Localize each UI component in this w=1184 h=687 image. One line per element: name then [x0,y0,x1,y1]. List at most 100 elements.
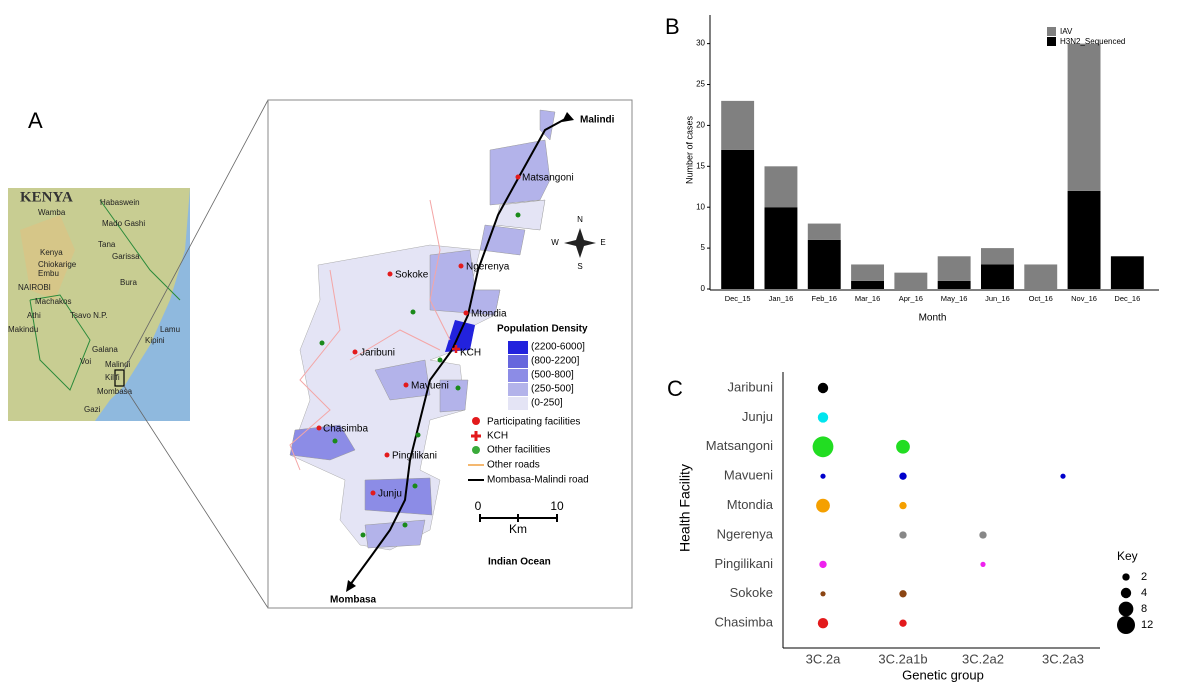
legend-item: KCH [487,431,508,442]
key-label: 4 [1141,587,1147,599]
place: Junju [378,489,402,500]
bubble [896,440,910,454]
legend-item: Other roads [487,460,540,471]
key-label: 8 [1141,603,1147,615]
place: Matsangoni [522,173,574,184]
x-tick-label: Nov_16 [1071,294,1097,303]
place: Mavueni [411,381,449,392]
legend-swatch [1047,27,1056,36]
bar-segment [851,264,884,280]
legend-swatch [1047,37,1056,46]
bubble [899,531,906,538]
legend-label: IAV [1060,27,1073,36]
bar-segment [764,207,797,289]
inset-place: Makindu [8,325,38,334]
key-title: Key [1117,549,1138,563]
legend-title: Population Density [497,324,588,335]
inset-place: Lamu [160,325,180,334]
bubble [818,383,828,393]
place: Chasimba [323,424,368,435]
inset-place: Mado Gashi [102,219,145,228]
scale-label: 0 [475,499,482,513]
bubble [813,436,834,457]
y-tick-label: 30 [696,39,705,48]
inset-place: NAIROBI [18,283,51,292]
place: KCH [460,348,481,359]
x-tick-label: May_16 [941,294,968,303]
inset-place: Voi [80,357,91,366]
y-tick-label: Mtondia [727,497,774,512]
inset-place: Chiokarige [38,260,77,269]
inset-place: Habaswein [100,198,140,207]
main-map [268,100,632,608]
key-bubble [1122,573,1129,580]
bubble [899,502,906,509]
inset-place: Wamba [38,208,66,217]
inset-place: Galana [92,345,118,354]
scale-label: 10 [550,499,564,513]
place: Pingilikani [392,451,437,462]
place: Jaribuni [360,348,395,359]
inset-place: Kenya [40,248,63,257]
y-tick-label: Mavueni [724,468,773,483]
y-tick-label: Chasimba [714,615,773,630]
inset-place: Kilifi [105,373,120,382]
inset-place: Tana [98,240,116,249]
bar-segment [1024,264,1057,289]
y-tick-label: Pingilikani [714,556,773,571]
inset-place: Kipini [145,336,165,345]
y-tick-label: 20 [696,121,705,130]
y-tick-label: Junju [742,409,773,424]
bar-segment [894,273,927,289]
place: Malindi [580,115,615,126]
y-tick-label: Matsangoni [706,438,773,453]
bubble [818,412,828,422]
legend-label: H3N2_Sequenced [1060,37,1125,46]
inset-place: Athi [27,311,41,320]
x-tick-label: 3C.2a [806,651,841,666]
y-tick-label: 15 [696,161,705,170]
place: Mombasa [330,595,377,606]
x-tick-label: 3C.2a2 [962,651,1004,666]
y-tick-label: 10 [696,202,705,211]
bar-segment [721,101,754,150]
y-tick-label: 0 [701,284,706,293]
x-axis-title: Genetic group [902,667,984,682]
x-tick-label: 3C.2a3 [1042,651,1084,666]
inset-place: Tsavo N.P. [70,311,108,320]
y-tick-label: Jaribuni [727,379,773,394]
bubble [899,473,906,480]
y-tick-label: 25 [696,80,705,89]
bubble [820,591,825,596]
place: Sokoke [395,270,429,281]
bar-segment [1068,191,1101,289]
panel-label: B [665,14,680,39]
bubble [818,618,828,628]
place: Ngerenya [466,262,510,273]
bar-segment [851,281,884,289]
bubble [899,620,906,627]
bubble [899,590,906,597]
legend-item: Mombasa-Malindi road [487,475,589,486]
compass: S [577,262,582,271]
y-tick-label: Sokoke [730,585,773,600]
y-axis-title: Health Facility [677,464,693,552]
bar-segment [808,240,841,289]
bar-segment [721,150,754,289]
key-bubble [1117,616,1135,634]
compass: E [600,238,605,247]
inset-place: Gazi [84,405,101,414]
scale-label: Km [509,522,527,536]
x-tick-label: Apr_16 [899,294,923,303]
panel-label: C [667,376,683,401]
x-tick-label: 3C.2a1b [878,651,927,666]
x-tick-label: Feb_16 [812,294,837,303]
x-axis-title: Month [919,313,947,324]
country-label: KENYA [20,189,73,205]
legend-bin: (0-250] [531,398,563,409]
bubble [1060,474,1065,479]
bar-segment [1111,256,1144,289]
inset-place: Bura [120,278,137,287]
x-tick-label: Jun_16 [985,294,1010,303]
figure: A KENYAHabasweinWambaMado GashiTanaKenya… [0,0,1184,687]
